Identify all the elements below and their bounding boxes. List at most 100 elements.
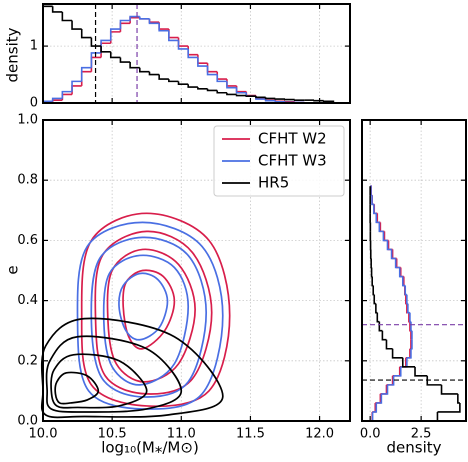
histogram-bin: [373, 204, 377, 215]
histogram-bin: [398, 267, 403, 278]
histogram-bin: [378, 321, 383, 332]
histogram-bin: [139, 67, 150, 73]
histogram-bin: [187, 46, 198, 56]
histogram-bin: [119, 57, 131, 63]
histogram-bin: [109, 31, 121, 44]
histogram-bin: [284, 98, 295, 101]
histogram-bin: [216, 71, 227, 80]
y-tick-label: 1.0: [17, 113, 38, 128]
histogram-bin: [61, 93, 73, 101]
histogram-bin: [129, 62, 140, 69]
histogram-bin: [129, 16, 140, 24]
histogram-bin: [51, 6, 63, 13]
histogram-bin: [293, 99, 305, 101]
x-tick-label: 11.5: [236, 427, 265, 442]
histogram-bin: [370, 267, 373, 278]
histogram-bin: [148, 18, 160, 24]
panel-frame: [361, 119, 467, 422]
legend-label: CFHT W3: [258, 152, 327, 170]
x-tick-label: 10.5: [98, 427, 127, 442]
histogram-bin: [390, 249, 396, 260]
y-tick-label: 0.2: [17, 353, 38, 368]
histogram-bin: [264, 99, 276, 102]
histogram-bin: [372, 402, 377, 413]
contour-line: [76, 221, 224, 410]
histogram-bin: [158, 74, 169, 80]
histogram-bin: [440, 384, 458, 395]
panel-frame: [42, 3, 351, 104]
histogram-bin: [109, 28, 121, 41]
histogram-bin: [406, 294, 408, 305]
histogram-bin: [393, 366, 402, 377]
histogram-bin: [370, 411, 439, 422]
histogram-bin: [90, 37, 102, 47]
contour-line: [122, 269, 176, 350]
contour-line: [102, 254, 190, 386]
histogram-bin: [379, 222, 385, 233]
histogram-bin: [403, 276, 405, 287]
histogram-bin: [71, 80, 82, 92]
histogram-bin: [414, 366, 428, 377]
histogram-bin: [197, 54, 208, 64]
histogram-bin: [375, 213, 380, 224]
histogram-bin: [401, 357, 416, 368]
histogram-bin: [380, 384, 388, 395]
main-y-label: e: [4, 265, 22, 274]
right-x-label: density: [387, 439, 442, 457]
histogram-bin: [61, 11, 73, 22]
histogram-bin: [139, 16, 150, 20]
histogram-bin: [80, 66, 92, 82]
histogram-bin: [71, 85, 82, 95]
histogram-bin: [129, 15, 140, 21]
histogram-bin: [90, 56, 102, 72]
histogram-bin: [383, 231, 389, 242]
histogram-bin: [235, 94, 247, 97]
histogram-bin: [409, 339, 412, 350]
histogram-bin: [394, 258, 400, 269]
histogram-bin: [372, 285, 375, 296]
histogram-bin: [158, 22, 169, 30]
histogram-bin: [235, 87, 247, 94]
histogram-bin: [387, 375, 395, 386]
histogram-bin: [274, 98, 286, 100]
histogram-bin: [100, 46, 111, 53]
histogram-bin: [177, 37, 189, 47]
histogram-bin: [371, 276, 374, 287]
legend-label: HR5: [258, 174, 289, 192]
histogram-bin: [216, 90, 227, 94]
contour-line: [106, 248, 196, 383]
histogram-bin: [80, 70, 92, 86]
contour-line: [80, 212, 231, 408]
x-tick-label: 0.0: [360, 427, 381, 442]
histogram-bin: [392, 366, 401, 377]
histogram-bin: [51, 99, 63, 102]
histogram-bin: [385, 339, 393, 350]
histogram-bin: [168, 30, 179, 42]
histogram-bin: [148, 18, 160, 25]
contour-line: [45, 335, 183, 413]
histogram-bin: [148, 71, 160, 76]
histogram-bin: [404, 285, 407, 296]
histogram-bin: [177, 40, 189, 50]
histogram-bin: [216, 74, 227, 83]
x-tick-label: 12.0: [305, 427, 334, 442]
histogram-bin: [61, 90, 73, 99]
top-y-label: density: [4, 27, 22, 82]
y-tick-label: 1: [30, 39, 38, 54]
histogram-bin: [100, 42, 111, 58]
histogram-bin: [235, 85, 247, 93]
histogram-bin: [382, 231, 388, 242]
histogram-bin: [109, 51, 121, 59]
x-tick-label: 2.5: [411, 427, 432, 442]
histogram-bin: [376, 213, 381, 224]
x-tick-label: 10.0: [29, 427, 58, 442]
y-tick-label: 0.4: [17, 293, 38, 308]
y-tick-label: 0.0: [17, 414, 38, 429]
histogram-bin: [386, 240, 392, 251]
histogram-bin: [206, 88, 218, 92]
histogram-bin: [71, 20, 82, 30]
histogram-bin: [381, 330, 387, 341]
histogram-bin: [375, 303, 378, 314]
